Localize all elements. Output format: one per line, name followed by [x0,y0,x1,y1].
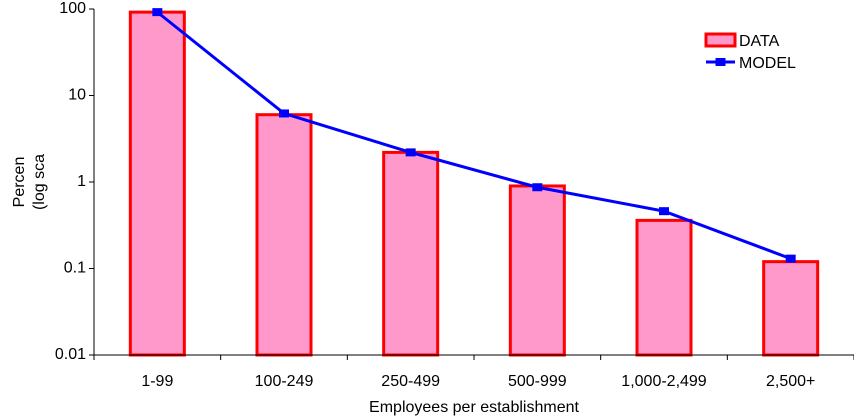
x-tick-label: 1,000-2,499 [621,373,707,390]
y-axis-label: Percen (log sca [11,154,48,210]
y-tick-label: 0.1 [64,260,86,277]
legend-marker [715,58,726,66]
x-tick-label: 1-99 [141,373,173,390]
marker [785,254,796,263]
marker [532,183,543,192]
bar [762,260,820,357]
y-tick-label: 0.01 [55,346,86,363]
legend-swatch [704,32,737,48]
y-axis-label-line: Percen [11,157,28,208]
x-tick-label: 500-999 [508,373,567,390]
x-axis-label: Employees per establishment [369,399,579,416]
x-tick-label: 250-499 [381,373,440,390]
line [156,10,792,261]
bar [508,184,566,357]
marker [152,8,163,17]
bar [382,150,440,357]
bar [128,10,186,357]
y-axis-label-line: (log sca [31,154,48,210]
x-tick-label: 100-249 [255,373,314,390]
legend-label: MODEL [739,55,796,72]
x-tick-label: 2,500+ [766,373,815,390]
y-tick-label: 10 [68,87,86,104]
marker [279,109,289,118]
y-tick-label: 100 [59,0,86,17]
marker [659,207,669,216]
legend-label: DATA [739,33,780,50]
bar [255,113,313,357]
marker [405,148,416,157]
bar [635,218,693,357]
y-tick-label: 1 [77,173,86,190]
